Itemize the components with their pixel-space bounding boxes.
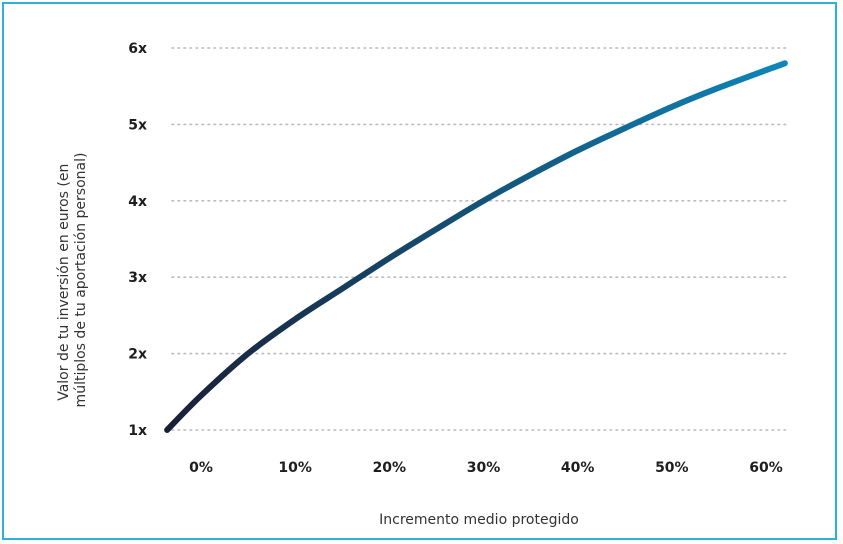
y-tick-label: 3x bbox=[128, 270, 147, 286]
grid-lines bbox=[171, 47, 791, 431]
y-tick-label: 1x bbox=[128, 423, 147, 439]
x-axis-label: Incremento medio protegido bbox=[379, 512, 579, 528]
x-tick-label: 50% bbox=[655, 460, 689, 476]
y-tick-label: 2x bbox=[128, 347, 147, 363]
y-axis-label-line-2: múltiplos de tu aportación personal) bbox=[73, 153, 89, 408]
y-tick-label: 4x bbox=[128, 194, 147, 210]
y-tick-labels: 1x 2x 3x 4x 5x 6x bbox=[128, 41, 147, 439]
y-axis-label-line-1: Valor de tu inversión en euros (en bbox=[56, 164, 72, 401]
y-tick-label: 6x bbox=[128, 41, 147, 57]
x-tick-label: 0% bbox=[189, 460, 213, 476]
x-tick-label: 60% bbox=[749, 460, 783, 476]
series-layer bbox=[164, 60, 788, 433]
x-tick-label: 40% bbox=[561, 460, 595, 476]
x-tick-label: 10% bbox=[278, 460, 312, 476]
x-tick-label: 20% bbox=[373, 460, 407, 476]
y-tick-label: 5x bbox=[128, 117, 147, 133]
series-line bbox=[164, 60, 788, 433]
x-tick-labels: 0% 10% 20% 30% 40% 50% 60% bbox=[189, 460, 783, 476]
x-tick-label: 30% bbox=[467, 460, 501, 476]
chart-frame bbox=[2, 2, 837, 540]
y-axis-label: Valor de tu inversión en euros (en múlti… bbox=[56, 153, 89, 408]
